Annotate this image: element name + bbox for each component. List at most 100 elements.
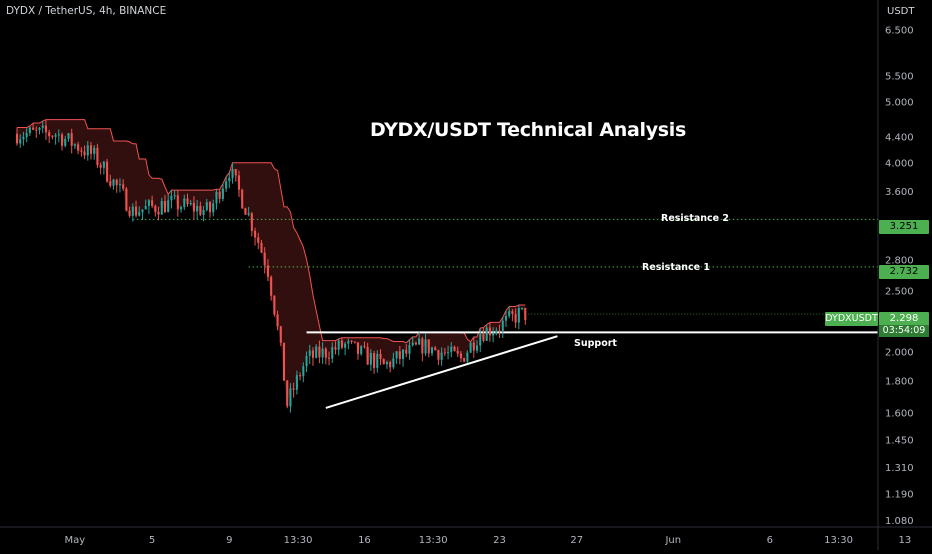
- candle-body: [401, 349, 405, 360]
- time-tick-label: 13:30: [824, 535, 853, 546]
- candle-body: [289, 388, 292, 407]
- candles: [15, 119, 527, 413]
- candle-body: [392, 358, 395, 368]
- candle-body: [118, 184, 121, 186]
- candle-body: [305, 355, 308, 367]
- price-tick-label: 4.000: [885, 158, 914, 169]
- candle-body: [276, 314, 279, 327]
- candle-body: [353, 341, 356, 343]
- candle-body: [22, 136, 25, 140]
- candle-body: [167, 200, 170, 213]
- candle-body: [154, 205, 157, 212]
- time-tick-label: 27: [570, 535, 583, 546]
- time-tick-label: Jun: [664, 535, 681, 546]
- candle-body: [247, 213, 250, 215]
- candle-body: [398, 351, 401, 360]
- price-tick-label: 1.310: [885, 463, 914, 474]
- candle-body: [32, 127, 35, 130]
- candle-body: [514, 314, 517, 323]
- candle-body: [479, 334, 482, 346]
- current-price-tag: 2.298: [879, 312, 929, 326]
- candle-body: [263, 252, 266, 266]
- candle-body: [414, 342, 417, 345]
- candle-body: [273, 295, 276, 315]
- time-tick-label: 13: [899, 535, 912, 546]
- time-tick-label: May: [65, 535, 86, 546]
- candle-body: [77, 144, 80, 151]
- candle-body: [257, 237, 260, 243]
- support-label: Support: [574, 338, 617, 349]
- candle-body: [363, 346, 366, 348]
- candle-body: [38, 127, 41, 131]
- candle-body: [299, 375, 302, 377]
- candle-body: [475, 345, 479, 351]
- resistance-2-label: Resistance 2: [661, 213, 730, 224]
- candle-body: [279, 326, 282, 343]
- time-tick-label: 5: [149, 535, 155, 546]
- candle-body: [228, 177, 231, 182]
- candle-body: [472, 342, 475, 351]
- candle-body: [456, 350, 459, 354]
- candle-body: [508, 311, 511, 316]
- candle-body: [147, 200, 150, 206]
- candle-body: [292, 388, 295, 390]
- candle-body: [163, 201, 167, 213]
- candle-body: [28, 127, 31, 133]
- candle-body: [418, 338, 421, 345]
- candle-body: [199, 205, 202, 215]
- candle-body: [215, 191, 218, 204]
- ticker-tag: DYDXUSDT: [825, 312, 878, 326]
- time-tick-label: 23: [493, 535, 506, 546]
- candle-body: [424, 339, 427, 354]
- candle-body: [208, 202, 212, 213]
- candle-body: [64, 138, 67, 146]
- candle-body: [160, 201, 163, 215]
- candle-body: [189, 202, 192, 205]
- candle-body: [254, 230, 257, 238]
- candle-body: [134, 206, 138, 216]
- candle-body: [321, 348, 324, 358]
- candle-body: [443, 352, 446, 354]
- candle-body: [89, 145, 93, 154]
- time-tick-label: 9: [226, 535, 232, 546]
- candle-body: [241, 189, 244, 209]
- candle-body: [511, 311, 514, 315]
- candle-body: [25, 132, 28, 137]
- candle-body: [311, 350, 315, 358]
- candle-body: [282, 342, 286, 381]
- candle-body: [498, 330, 501, 332]
- candle-body: [41, 125, 44, 128]
- level-lines: [132, 218, 878, 334]
- candle-body: [192, 202, 195, 212]
- candle-body: [521, 307, 524, 309]
- candle-body: [202, 209, 205, 215]
- candle-body: [344, 343, 347, 348]
- time-tick-label: 6: [767, 535, 773, 546]
- candle-body: [270, 276, 273, 296]
- price-tick-label: 1.800: [885, 376, 914, 387]
- candle-body: [122, 184, 125, 189]
- candle-body: [373, 353, 376, 368]
- candle-body: [106, 161, 109, 182]
- candle-body: [225, 181, 228, 189]
- candle-body: [379, 353, 382, 360]
- candle-body: [44, 125, 47, 133]
- candle-body: [73, 144, 76, 146]
- candle-body: [360, 346, 363, 355]
- candle-body: [501, 320, 504, 331]
- bar-countdown: 03:54:09: [879, 325, 929, 337]
- candle-body: [141, 209, 144, 213]
- candle-body: [408, 345, 411, 354]
- candle-body: [83, 151, 86, 156]
- candle-body: [109, 181, 112, 186]
- candle-body: [183, 198, 186, 208]
- price-tick-label: 5.500: [885, 71, 914, 82]
- candle-body: [131, 206, 134, 216]
- candle-body: [244, 208, 247, 215]
- candle-body: [459, 353, 462, 359]
- candle-body: [196, 205, 199, 212]
- candle-body: [70, 133, 73, 146]
- candle-body: [328, 357, 331, 359]
